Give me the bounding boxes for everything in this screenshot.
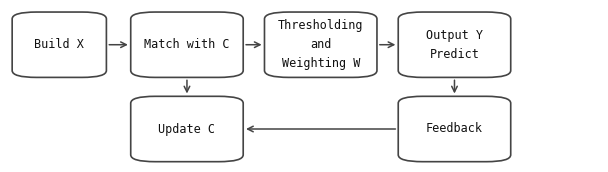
Text: Thresholding: Thresholding xyxy=(278,19,364,32)
Text: Weighting W: Weighting W xyxy=(282,57,360,70)
FancyBboxPatch shape xyxy=(264,12,377,77)
Text: Match with C: Match with C xyxy=(144,38,230,51)
Text: Update C: Update C xyxy=(159,122,215,136)
Text: Output Y: Output Y xyxy=(426,29,483,42)
FancyBboxPatch shape xyxy=(131,12,243,77)
FancyBboxPatch shape xyxy=(131,96,243,162)
Text: Predict: Predict xyxy=(429,48,480,61)
FancyBboxPatch shape xyxy=(398,12,511,77)
Text: Build X: Build X xyxy=(34,38,85,51)
Text: and: and xyxy=(310,38,331,51)
FancyBboxPatch shape xyxy=(12,12,106,77)
FancyBboxPatch shape xyxy=(398,96,511,162)
Text: Feedback: Feedback xyxy=(426,122,483,136)
